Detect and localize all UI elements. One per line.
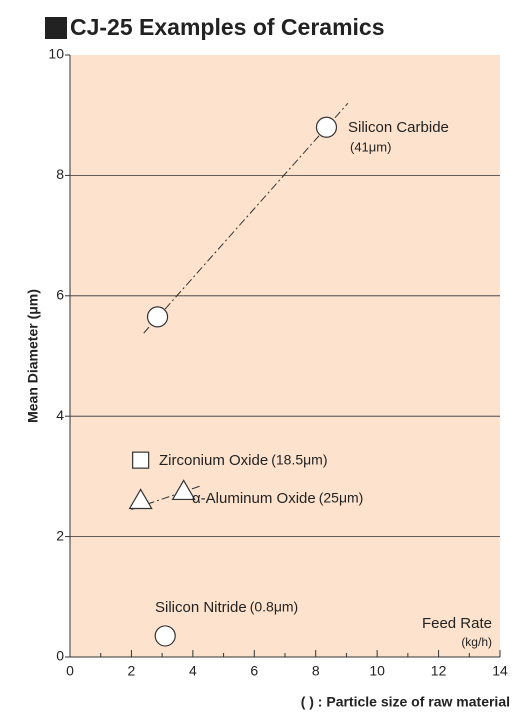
x-tick-label: 0 (66, 663, 74, 679)
chart-title: CJ-25 Examples of Ceramics (70, 14, 385, 40)
x-tick-label: 2 (128, 663, 136, 679)
x-tick-label: 8 (312, 663, 320, 679)
point (132, 451, 150, 469)
note: ( ) : Particle size of raw material (301, 694, 510, 710)
x-tick-label: 4 (189, 663, 197, 679)
point (128, 488, 153, 510)
x-tick-label: 12 (431, 663, 447, 679)
point (154, 625, 176, 647)
point (171, 479, 196, 501)
x-tick-label: 14 (492, 663, 508, 679)
x-axis-unit: (kg/h) (461, 635, 492, 649)
x-tick-label: 6 (250, 663, 258, 679)
point (315, 116, 338, 138)
size-label: (0.8μm) (250, 599, 299, 615)
trend-line (143, 102, 349, 334)
plot-background (70, 55, 500, 657)
y-tick-label: 8 (56, 166, 64, 182)
point (146, 306, 169, 328)
title-square (45, 17, 67, 39)
series-label: Silicon Nitride (155, 599, 247, 616)
y-tick-label: 4 (56, 407, 64, 423)
x-axis-label: Feed Rate (422, 615, 492, 632)
series-label: Silicon Carbide (348, 119, 449, 136)
y-tick-label: 2 (56, 527, 64, 543)
y-tick-label: 0 (56, 648, 64, 664)
y-axis-label: Mean Diameter (μm) (25, 289, 41, 423)
series-label: α-Aluminum Oxide (192, 490, 316, 507)
size-label: (25μm) (319, 490, 364, 506)
y-tick-label: 10 (48, 46, 64, 62)
x-tick-label: 10 (369, 663, 385, 679)
y-tick-label: 6 (56, 287, 64, 303)
size-label: (18.5μm) (271, 452, 327, 468)
series-label: Zirconium Oxide (159, 452, 268, 469)
size-label: (41μm) (350, 139, 391, 154)
